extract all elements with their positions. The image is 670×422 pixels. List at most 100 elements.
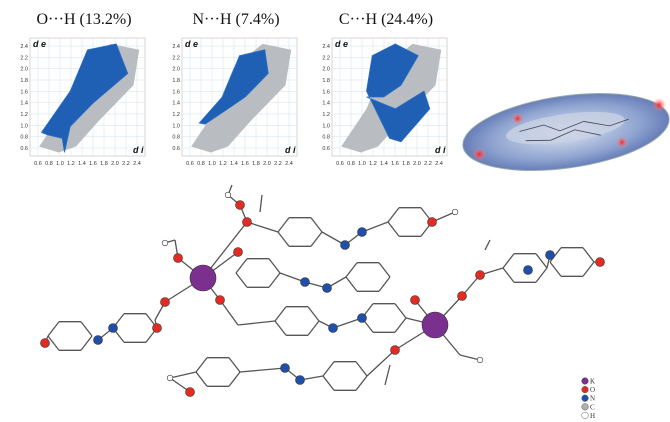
x-tick-label: 0.8 (197, 161, 205, 167)
bond (323, 362, 334, 376)
y-axis-label: d e (335, 39, 348, 49)
atom (358, 228, 367, 237)
y-tick-label: 0.8 (20, 135, 28, 141)
x-tick-label: 0.6 (336, 161, 344, 167)
bond (278, 232, 289, 246)
x-tick-label: 1.4 (380, 161, 388, 167)
atom (329, 324, 338, 333)
y-tick-label: 2.0 (20, 67, 28, 73)
atom (174, 254, 183, 263)
bond (229, 358, 240, 372)
x-tick-label: 2.2 (122, 161, 130, 167)
bond (240, 368, 285, 372)
legend-marker (582, 412, 589, 419)
y-tick-label: 1.6 (20, 89, 28, 95)
y-tick-label: 1.0 (322, 123, 330, 129)
atom (109, 324, 118, 333)
bond (269, 259, 280, 273)
legend-label: H (590, 412, 595, 420)
bond (170, 372, 196, 378)
legend-label: C (590, 403, 595, 411)
bond (308, 321, 319, 335)
bond (379, 277, 390, 291)
bond (323, 376, 334, 390)
x-tick-label: 2.2 (424, 161, 432, 167)
legend-label: N (590, 395, 595, 403)
atom (225, 192, 231, 198)
figure: O···H (13.2%)2.42.22.01.81.61.41.21.00.8… (0, 0, 670, 422)
legend-marker (582, 378, 589, 385)
y-tick-label: 1.4 (20, 101, 28, 107)
bond (196, 358, 207, 372)
bond (229, 372, 240, 386)
x-tick-label: 0.8 (45, 161, 53, 167)
atom (236, 201, 245, 210)
y-tick-label: 1.4 (322, 101, 330, 107)
bond (260, 195, 262, 212)
bond (238, 321, 275, 325)
bond (385, 365, 390, 385)
x-axis-label: d i (285, 145, 296, 155)
crystal-structure (41, 185, 605, 397)
y-tick-label: 1.2 (20, 112, 28, 118)
legend-marker (582, 404, 589, 411)
y-tick-label: 1.0 (172, 123, 180, 129)
y-tick-label: 1.2 (172, 112, 180, 118)
x-tick-label: 0.8 (347, 161, 355, 167)
atom (301, 278, 310, 287)
y-tick-label: 2.2 (20, 55, 28, 61)
y-tick-label: 2.2 (172, 55, 180, 61)
atom (546, 251, 555, 260)
atom (243, 218, 252, 227)
x-tick-label: 2.4 (133, 161, 141, 167)
bond (395, 318, 406, 332)
atom (341, 241, 350, 250)
bond (311, 232, 322, 246)
atom (458, 292, 467, 301)
x-tick-label: 1.8 (252, 161, 260, 167)
atom (422, 312, 448, 338)
bond (485, 240, 490, 250)
bond (583, 248, 594, 262)
bond (236, 259, 247, 273)
x-tick-label: 1.8 (402, 161, 410, 167)
hirshfeld-surface (458, 82, 670, 182)
y-tick-label: 1.6 (172, 89, 180, 95)
bond (356, 362, 367, 376)
x-tick-label: 2.0 (111, 161, 119, 167)
atom (216, 296, 225, 305)
y-tick-label: 0.8 (172, 135, 180, 141)
atom (186, 388, 195, 397)
x-tick-label: 1.2 (67, 161, 75, 167)
y-tick-label: 1.8 (20, 78, 28, 84)
bond (346, 277, 357, 291)
atom (358, 314, 367, 323)
atom (477, 357, 483, 363)
x-tick-label: 1.4 (230, 161, 238, 167)
atom (296, 376, 305, 385)
bond (550, 262, 561, 276)
legend-label: O (590, 386, 595, 394)
bond (395, 304, 406, 318)
atom (167, 375, 173, 381)
x-tick-label: 1.2 (369, 161, 377, 167)
bond (583, 262, 594, 276)
bond (379, 263, 390, 277)
y-tick-label: 1.0 (20, 123, 28, 129)
bond (367, 350, 395, 376)
x-tick-label: 1.2 (219, 161, 227, 167)
y-tick-label: 1.6 (322, 89, 330, 95)
atom (94, 336, 103, 345)
x-axis-label: d i (133, 145, 144, 155)
bond (311, 218, 322, 232)
y-tick-label: 0.6 (322, 146, 330, 152)
y-tick-label: 0.6 (20, 146, 28, 152)
bond (308, 307, 319, 321)
bond (388, 208, 399, 222)
bond (81, 336, 92, 350)
x-axis-label: d i (435, 145, 446, 155)
x-tick-label: 1.6 (241, 161, 249, 167)
atom (153, 324, 162, 333)
x-tick-label: 1.6 (89, 161, 97, 167)
x-tick-label: 1.0 (208, 161, 216, 167)
